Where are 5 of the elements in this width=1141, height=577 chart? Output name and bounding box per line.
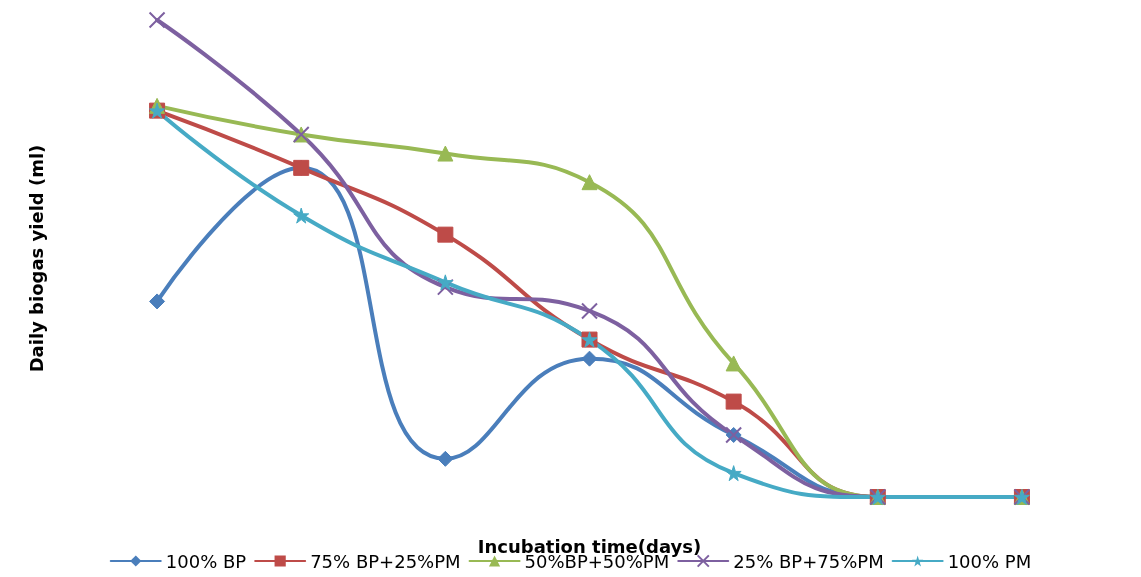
legend-label: 25% BP+75%PM: [733, 550, 884, 572]
y-axis-title: Daily biogas yield (ml): [25, 144, 47, 373]
legend-label: 100% PM: [947, 550, 1032, 572]
legend-label: 75% BP+25%PM: [310, 550, 461, 572]
legend-label: 100% BP: [165, 550, 247, 572]
